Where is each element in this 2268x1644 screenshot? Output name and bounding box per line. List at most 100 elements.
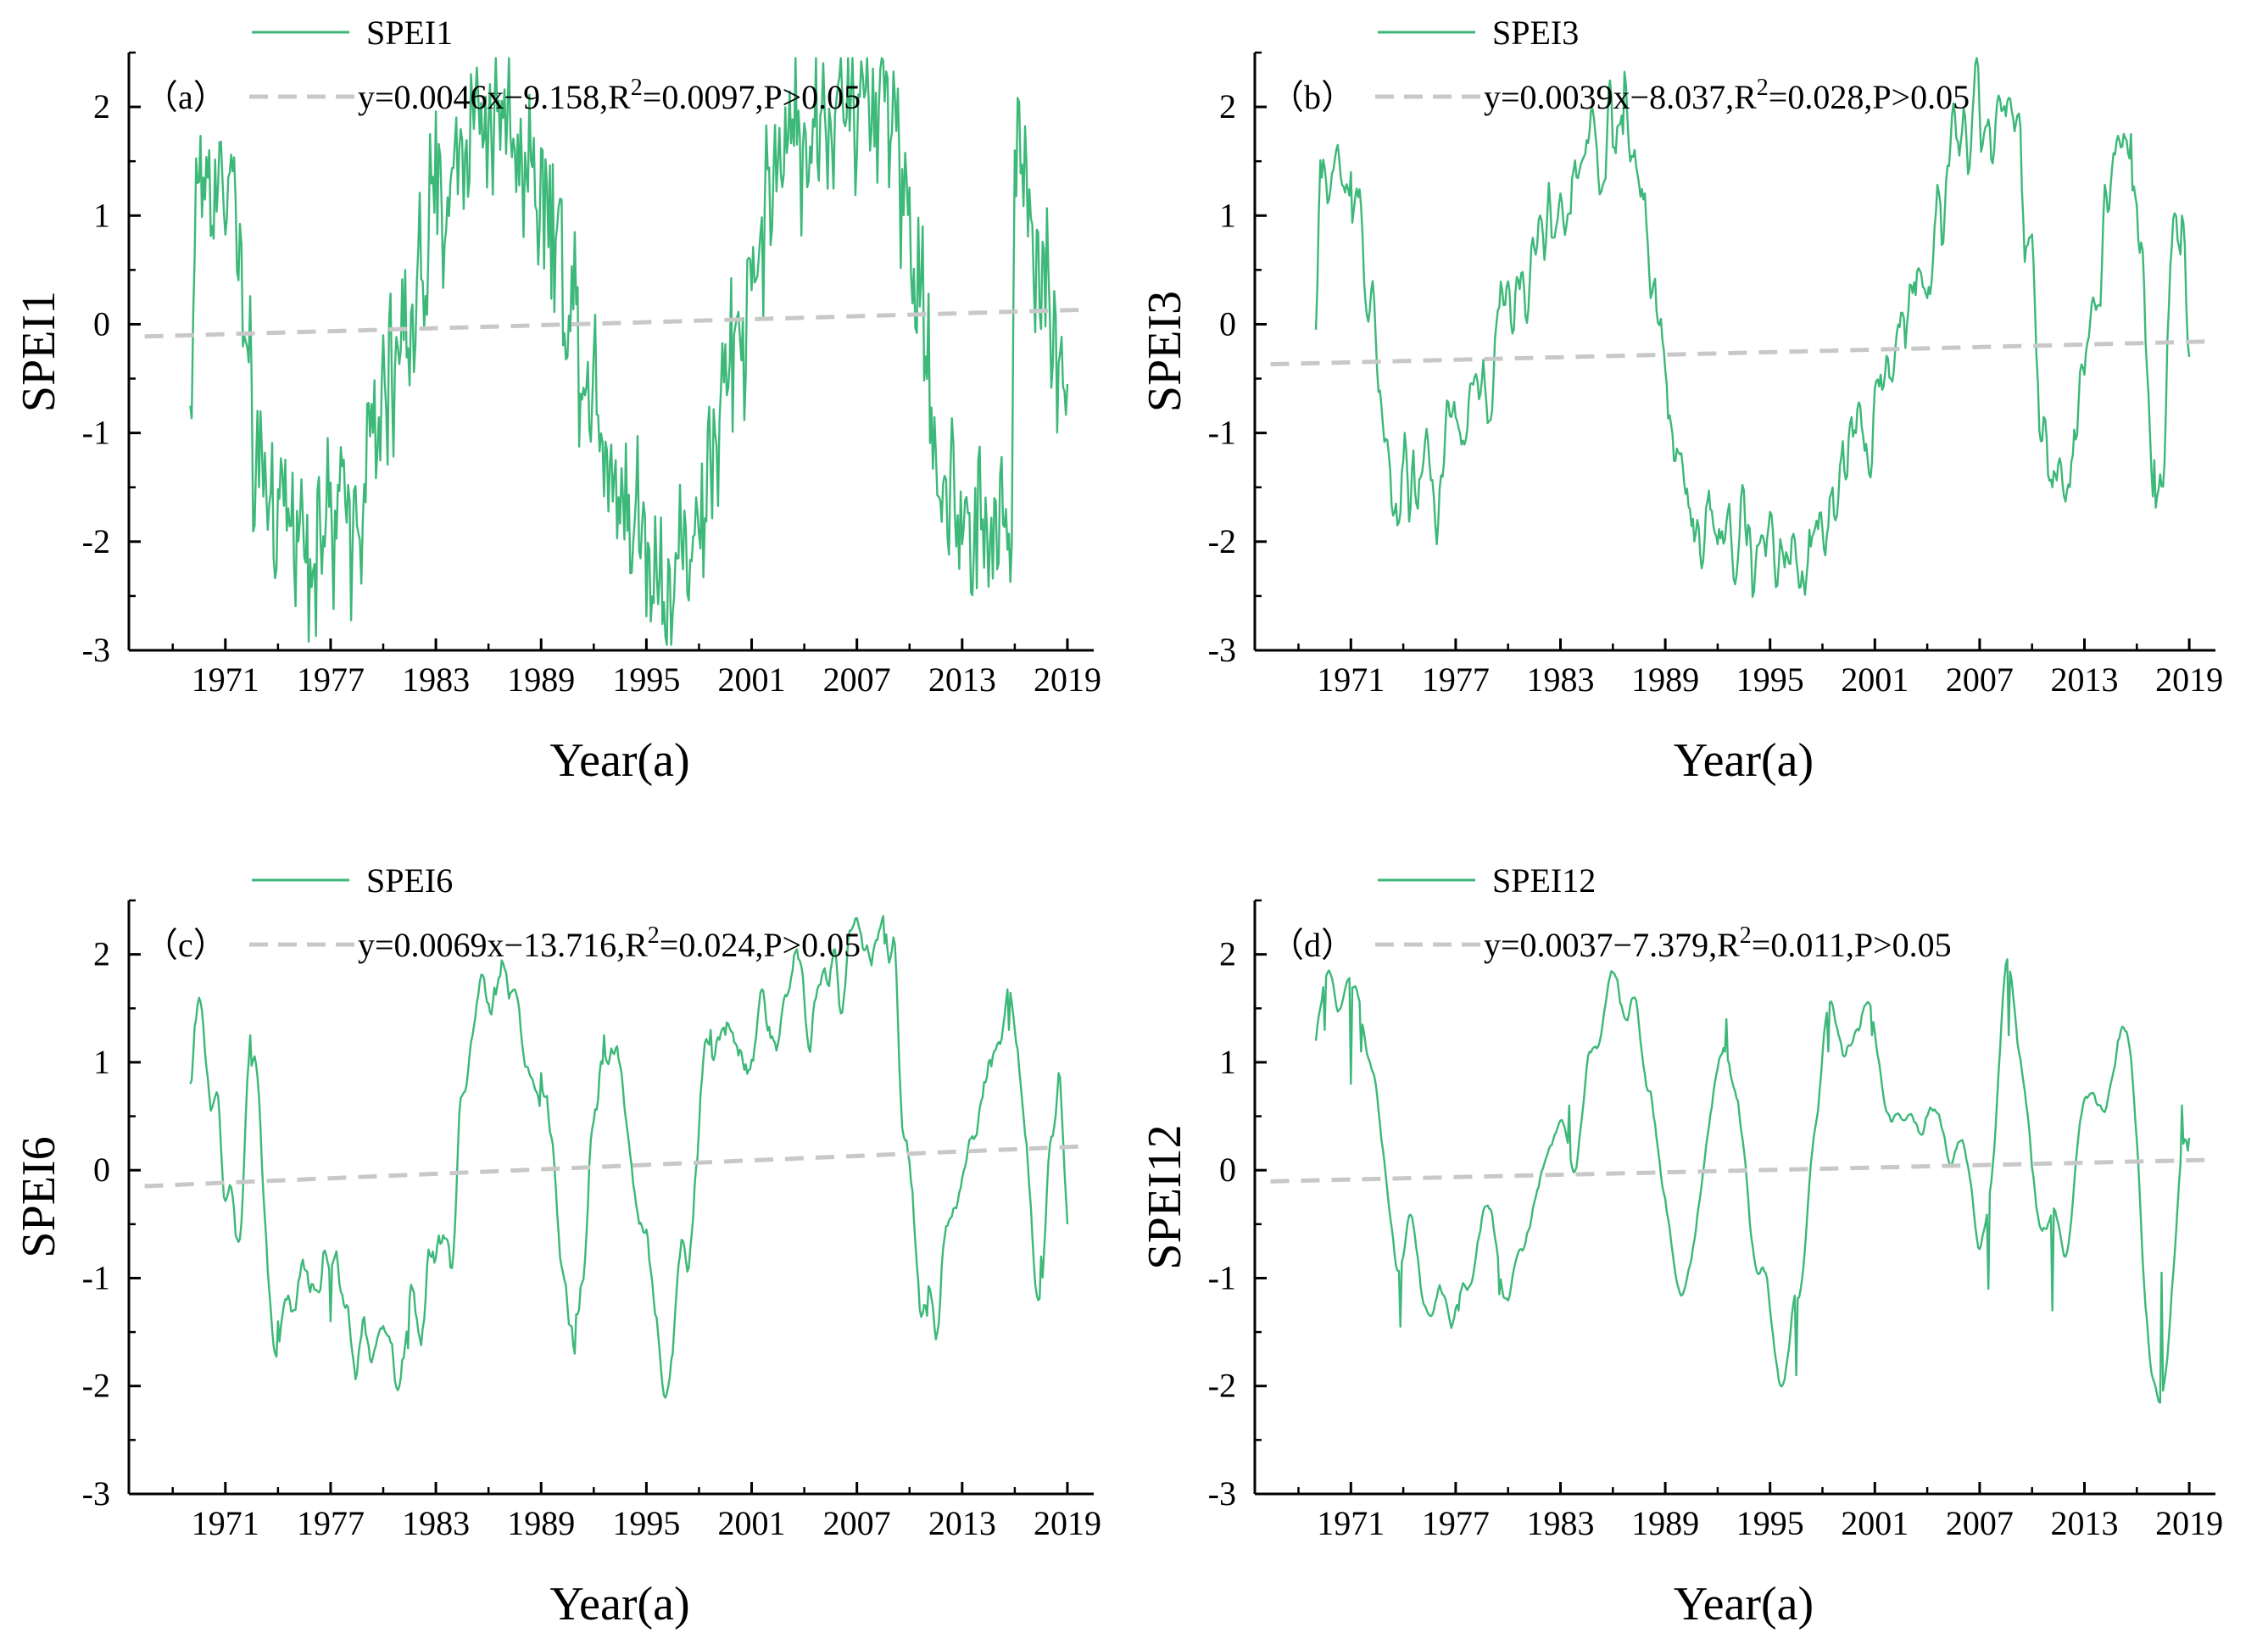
- panel-label: （c）: [144, 926, 227, 964]
- trend-line: [1270, 1157, 2210, 1184]
- trend-equation: y=0.0039x−8.037,R2=0.028,P>0.05: [1484, 75, 1970, 116]
- y-tick-label: -2: [82, 522, 110, 560]
- trend-equation-rest: =0.011,P>0.05: [1752, 926, 1952, 964]
- x-tick-label: 2019: [1034, 1504, 1101, 1542]
- x-tick-label: 1995: [612, 1504, 680, 1542]
- chart-panel-b: -3 -2 -1 0 1 2 1971 1977 1983 1989 1995 2001 2007 201…: [1139, 14, 2223, 787]
- chart-panel-c: -3 -2 -1 0 1 2 1971 1977 1983 1989 1995 2001 2007 201…: [13, 861, 1101, 1630]
- x-axis-title: Year(a): [549, 734, 689, 787]
- x-tick-label: 2007: [1946, 660, 2014, 699]
- trend-line: [1270, 339, 2210, 367]
- x-tick-label: 1995: [1736, 660, 1804, 699]
- y-tick-label: 1: [93, 196, 110, 234]
- trend-line: [144, 1144, 1089, 1189]
- legend-series-label: SPEI1: [366, 14, 453, 52]
- x-tick-label: 2019: [2155, 660, 2223, 699]
- y-tick-label: 0: [1219, 304, 1236, 343]
- y-tick-label: 1: [93, 1043, 110, 1081]
- x-tick-label: 1989: [1631, 1504, 1699, 1542]
- y-tick-label: -2: [1208, 522, 1236, 560]
- x-tick-label: 1971: [192, 660, 259, 699]
- y-tick-label: -1: [82, 414, 110, 452]
- x-tick-label: 2013: [2051, 1504, 2119, 1542]
- x-tick-label: 2007: [1946, 1504, 2014, 1542]
- trend-equation-sup: 2: [1740, 922, 1752, 949]
- x-tick-label: 1983: [402, 660, 470, 699]
- y-tick-label: -3: [1208, 631, 1236, 669]
- y-axis-title: SPEI12: [1139, 1124, 1191, 1269]
- legend-series-label: SPEI3: [1492, 14, 1579, 52]
- x-tick-label: 1971: [1317, 1504, 1385, 1542]
- y-tick-label: -3: [1208, 1474, 1236, 1513]
- x-tick-label: 2001: [1841, 1504, 1909, 1542]
- x-tick-label: 1983: [1527, 660, 1595, 699]
- y-tick-label: 0: [93, 1151, 110, 1189]
- y-tick-label: 2: [1219, 935, 1236, 973]
- series-line-SPEI6: [189, 915, 1069, 1399]
- x-tick-label: 1977: [1422, 1504, 1490, 1542]
- x-tick-label: 2001: [718, 1504, 786, 1542]
- y-tick-label: 1: [1219, 196, 1236, 234]
- trend-equation-main: y=0.0046x−9.158,R: [358, 78, 631, 116]
- y-tick-label: -1: [82, 1258, 110, 1296]
- panel-label: （d）: [1270, 926, 1355, 964]
- y-tick-label: 0: [1219, 1151, 1236, 1189]
- x-tick-label: 2013: [928, 1504, 996, 1542]
- y-tick-label: -2: [82, 1367, 110, 1405]
- series-line-SPEI12: [1314, 958, 2191, 1404]
- trend-equation-main: y=0.0037−7.379,R: [1484, 926, 1740, 964]
- x-tick-label: 1983: [1527, 1504, 1595, 1542]
- x-tick-label: 1977: [297, 660, 365, 699]
- y-tick-label: 2: [93, 935, 110, 973]
- y-tick-label: -1: [1208, 414, 1236, 452]
- trend-line: [144, 307, 1089, 339]
- y-tick-label: -3: [82, 631, 110, 669]
- trend-equation: y=0.0037−7.379,R2=0.011,P>0.05: [1484, 922, 1952, 964]
- x-tick-label: 1983: [402, 1504, 470, 1542]
- x-tick-label: 2007: [823, 1504, 891, 1542]
- trend-equation-sup: 2: [1757, 75, 1769, 101]
- trend-equation-rest: =0.0097,P>0.05: [643, 78, 861, 116]
- x-tick-label: 2019: [1034, 660, 1101, 699]
- y-tick-label: 1: [1219, 1043, 1236, 1081]
- legend-series-label: SPEI12: [1492, 861, 1596, 900]
- trend-equation-sup: 2: [631, 75, 643, 101]
- x-tick-label: 1971: [1317, 660, 1385, 699]
- x-tick-label: 1989: [507, 660, 575, 699]
- y-tick-label: -3: [82, 1474, 110, 1513]
- x-tick-label: 1989: [507, 1504, 575, 1542]
- trend-equation-main: y=0.0069x−13.716,R: [358, 926, 648, 964]
- y-axis-title: SPEI1: [13, 291, 65, 412]
- x-tick-label: 2013: [2051, 660, 2119, 699]
- x-tick-label: 1977: [297, 1504, 365, 1542]
- x-tick-label: 1995: [612, 660, 680, 699]
- x-tick-label: 1971: [192, 1504, 259, 1542]
- legend-series-label: SPEI6: [366, 861, 453, 900]
- trend-equation-main: y=0.0039x−8.037,R: [1484, 78, 1757, 116]
- chart-panel-d: -3 -2 -1 0 1 2 1971 1977 1983 1989 1995 2001 2007 201…: [1139, 861, 2223, 1630]
- trend-equation-rest: =0.028,P>0.05: [1769, 78, 1970, 116]
- x-axis-title: Year(a): [1674, 1578, 1814, 1630]
- x-tick-label: 2001: [718, 660, 786, 699]
- x-tick-label: 1977: [1422, 660, 1490, 699]
- trend-equation: y=0.0046x−9.158,R2=0.0097,P>0.05: [358, 75, 861, 116]
- x-tick-label: 2001: [1841, 660, 1909, 699]
- y-tick-label: -2: [1208, 1367, 1236, 1405]
- x-tick-label: 2019: [2155, 1504, 2223, 1542]
- y-axis-title: SPEI6: [13, 1136, 65, 1257]
- trend-equation: y=0.0069x−13.716,R2=0.024,P>0.05: [358, 922, 861, 964]
- y-tick-label: 2: [93, 87, 110, 125]
- x-tick-label: 1995: [1736, 1504, 1804, 1542]
- x-tick-label: 1989: [1631, 660, 1699, 699]
- panel-label: （b）: [1270, 78, 1355, 116]
- x-axis-title: Year(a): [1674, 734, 1814, 787]
- y-tick-label: -1: [1208, 1258, 1236, 1296]
- y-axis-title: SPEI3: [1139, 291, 1191, 412]
- series-line-SPEI3: [1314, 57, 2191, 599]
- chart-panel-a: -3 -2 -1 0 1 2 1971 1977 1983 1989 1995 2001 2007 201…: [13, 14, 1101, 787]
- trend-equation-rest: =0.024,P>0.05: [660, 926, 861, 964]
- panel-label: （a）: [144, 78, 227, 116]
- x-tick-label: 2013: [928, 660, 996, 699]
